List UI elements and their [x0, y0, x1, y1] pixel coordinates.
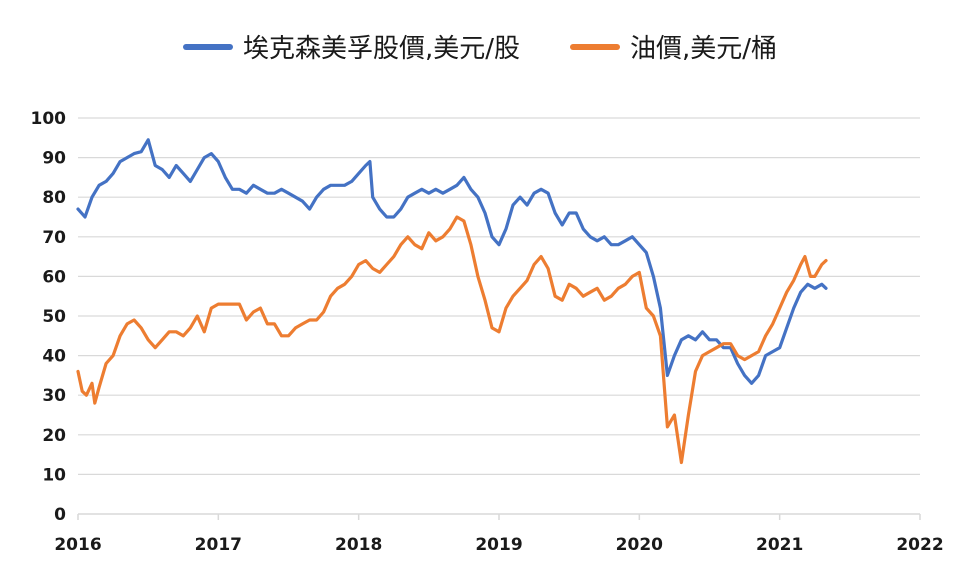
legend-item-exxon: 埃克森美孚股價,美元/股 [182, 28, 520, 65]
series-line-exxon [76, 138, 828, 385]
y-tick-label: 40 [42, 347, 66, 367]
y-tick-label: 50 [42, 307, 66, 327]
y-tick-label: 60 [42, 267, 66, 287]
series-layer [76, 138, 828, 465]
y-tick-label: 90 [42, 149, 66, 169]
legend-label-oil: 油價,美元/桶 [630, 34, 778, 64]
chart-legend: 埃克森美孚股價,美元/股 油價,美元/桶 [0, 28, 960, 65]
y-tick-label: 80 [42, 188, 66, 208]
legend-label-exxon: 埃克森美孚股價,美元/股 [242, 34, 520, 64]
y-tick-label: 30 [42, 386, 66, 406]
legend-swatch-oil [570, 43, 620, 50]
x-axis-ticks: 2016 2017 2018 2019 2020 2021 2022 [54, 514, 944, 555]
y-tick-label: 100 [31, 109, 67, 129]
x-tick-label: 2017 [195, 535, 242, 555]
y-tick-label: 10 [42, 465, 66, 485]
y-tick-label: 0 [54, 505, 66, 525]
x-tick-label: 2021 [756, 535, 803, 555]
legend-item-oil: 油價,美元/桶 [570, 28, 777, 65]
x-tick-label: 2016 [54, 535, 101, 555]
y-tick-label: 70 [42, 228, 66, 248]
x-tick-label: 2020 [616, 535, 663, 555]
grid-lines [78, 117, 920, 475]
series-line-oil [76, 215, 828, 465]
x-tick-label: 2018 [335, 535, 382, 555]
legend-swatch-exxon [182, 43, 233, 50]
y-axis-ticks: 0 10 20 30 40 50 60 70 80 90 100 [31, 109, 67, 525]
x-tick-label: 2022 [896, 535, 943, 555]
y-tick-label: 20 [42, 426, 66, 446]
x-tick-label: 2019 [475, 535, 522, 555]
